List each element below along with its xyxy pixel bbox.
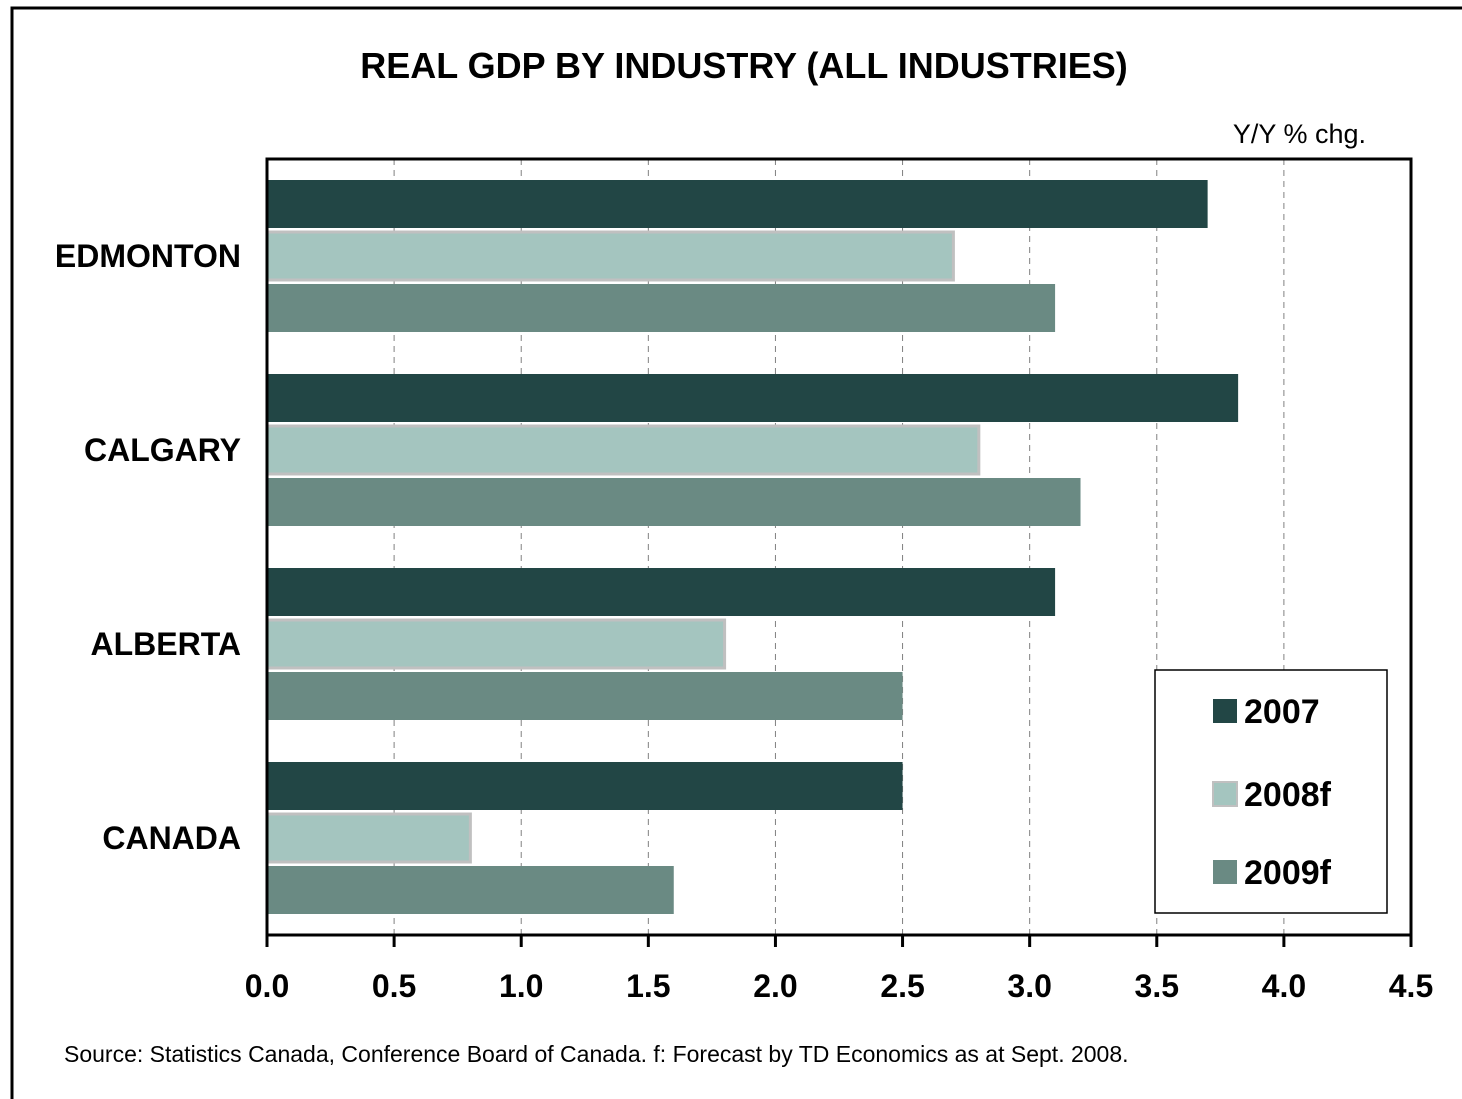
bar-edmonton-2008f [265,230,955,282]
x-tick-label: 1.5 [626,968,670,1004]
category-label: CALGARY [84,432,241,468]
y-axis-categories: EDMONTON CALGARY ALBERTA CANADA [55,238,241,856]
source-note: Source: Statistics Canada, Conference Bo… [64,1041,1129,1067]
bar-alberta-2009f [267,672,903,720]
legend-label: 2008f [1244,776,1332,814]
x-tick-label: 0.5 [372,968,416,1004]
bar-alberta-2008f [265,618,727,670]
bar-calgary-2009f [267,478,1081,526]
chart-frame [10,6,1462,1099]
chart-title: REAL GDP BY INDUSTRY (ALL INDUSTRIES) [360,45,1127,86]
bar-canada-2008f [265,812,472,864]
legend-swatch [1212,781,1238,807]
x-tick-label: 1.0 [499,968,543,1004]
category-label: CANADA [102,820,241,856]
category-label: EDMONTON [55,238,241,274]
x-axis: 0.0 0.5 1.0 1.5 2.0 2.5 3.0 3.5 4.0 4.5 [245,935,1433,1004]
bar-canada-2009f [267,866,674,914]
x-tick-label: 4.5 [1389,968,1433,1004]
x-tick-label: 3.0 [1007,968,1051,1004]
legend-label: 2007 [1244,693,1320,731]
bar-canada-2007 [267,762,903,810]
bar-alberta-2007 [267,568,1056,616]
legend-swatch [1213,860,1237,884]
x-tick-label: 2.0 [753,968,797,1004]
x-tick-label: 3.5 [1135,968,1179,1004]
legend: 2007 2008f 2009f [1154,669,1388,914]
plot-area [265,157,1413,937]
category-label: ALBERTA [91,626,242,662]
bars [265,180,1239,914]
legend-swatch [1213,699,1237,723]
bar-calgary-2008f [265,424,981,476]
x-tick-label: 2.5 [880,968,924,1004]
unit-label: Y/Y % chg. [1233,119,1366,149]
x-tick-label: 4.0 [1262,968,1306,1004]
bar-edmonton-2007 [267,180,1208,228]
bar-edmonton-2009f [267,284,1056,332]
legend-box [1154,669,1388,914]
bar-calgary-2007 [267,374,1239,422]
grid-lines [393,159,1285,935]
x-tick-label: 0.0 [245,968,289,1004]
legend-label: 2009f [1244,854,1332,892]
